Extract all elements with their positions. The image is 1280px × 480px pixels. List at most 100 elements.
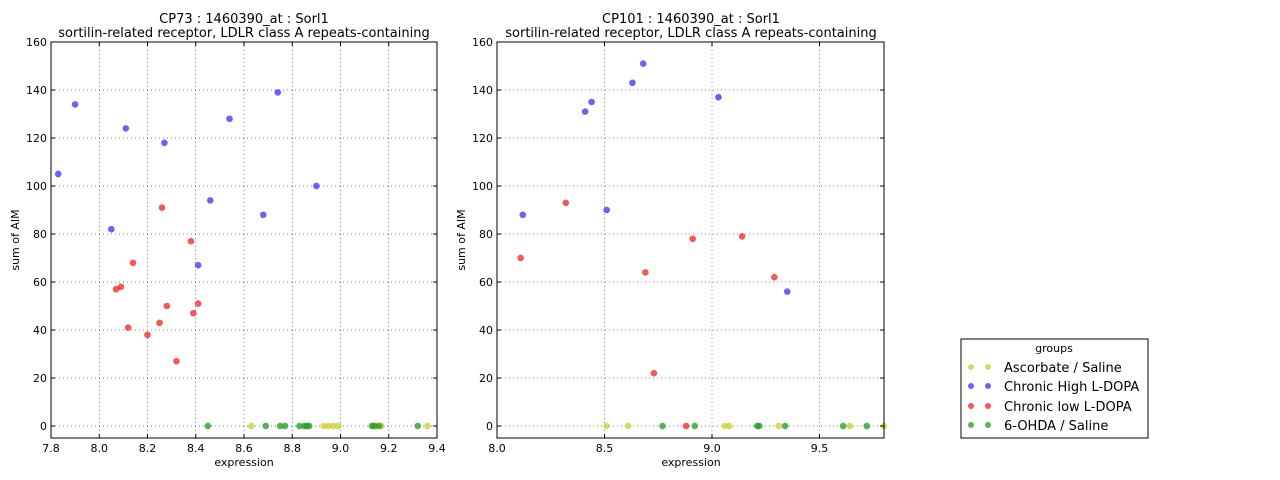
legend-marker: [968, 403, 974, 409]
data-point: [156, 319, 164, 327]
data-point: [682, 422, 690, 430]
data-point: [173, 357, 180, 365]
legend-entry: Chronic low L-DOPA: [968, 400, 1132, 415]
data-point: [129, 259, 137, 267]
data-point: [71, 100, 79, 108]
data-point: [562, 199, 570, 207]
data-point: [639, 60, 647, 68]
y-tick-label: 120: [26, 132, 47, 145]
data-point: [204, 422, 212, 430]
data-point: [519, 211, 527, 219]
data-point: [603, 206, 611, 214]
legend-entry: 6-OHDA / Saline: [968, 419, 1108, 434]
data-point: [194, 261, 202, 269]
data-point: [691, 422, 699, 430]
data-point: [641, 268, 649, 276]
data-point: [187, 237, 195, 245]
plot-frame: [496, 41, 885, 439]
data-point: [689, 235, 697, 243]
legend-box: [960, 338, 1149, 439]
data-point: [206, 196, 214, 204]
chart-right-ylabel: sum of AIM: [455, 209, 468, 270]
data-point: [334, 422, 342, 430]
chart-right-plot: 8.0 8.5 9.0 9.5 0 20 40 60 80 100 120 140 160: [472, 36, 888, 455]
data-point: [122, 124, 130, 132]
data-point: [144, 331, 151, 339]
data-point: [755, 422, 763, 430]
chart-right: CP101 : 1460390_at : Sorl1 sortilin-rela…: [455, 12, 888, 469]
y-tick-label: 80: [33, 228, 47, 241]
data-point: [588, 98, 596, 106]
data-point: [650, 369, 658, 377]
x-tick-label: 8.2: [139, 442, 157, 455]
x-tick-label: 8.5: [596, 442, 614, 455]
data-point: [775, 422, 783, 430]
legend-marker: [968, 383, 974, 389]
data-point: [312, 182, 320, 190]
chart-left: CP73 : 1460390_at : Sorl1 sortilin-relat…: [9, 12, 446, 469]
data-point: [839, 422, 847, 430]
data-point: [274, 88, 282, 96]
legend-label: Ascorbate / Saline: [1004, 361, 1122, 376]
legend-marker: [985, 403, 991, 409]
y-tick-label: 60: [479, 276, 493, 289]
y-tick-label: 160: [472, 36, 493, 49]
x-tick-label: 8.0: [91, 442, 109, 455]
chart-left-xlabel: expression: [214, 456, 273, 469]
data-point: [117, 283, 125, 291]
x-tick-label: 9.4: [428, 442, 446, 455]
legend-title: groups: [1035, 342, 1073, 355]
y-tick-label: 100: [472, 180, 493, 193]
data-point: [158, 204, 166, 212]
data-point: [423, 422, 431, 430]
y-tick-label: 0: [40, 420, 47, 433]
legend-marker: [968, 422, 974, 428]
data-point: [738, 232, 746, 240]
legend-entry: Chronic High L-DOPA: [968, 380, 1139, 395]
data-point: [715, 93, 722, 101]
data-point: [414, 422, 422, 430]
chart-left-plot: 7.8 8.0 8.2 8.4 8.6 8.8 9.0 9.2 9.4 0 20 40 60 80 100 1…: [26, 36, 446, 455]
chart-left-ylabel: sum of AIM: [9, 209, 22, 270]
x-tick-label: 7.8: [42, 442, 60, 455]
y-tick-label: 160: [26, 36, 47, 49]
data-point: [781, 422, 789, 430]
x-tick-label: 8.6: [235, 442, 253, 455]
legend-marker: [985, 422, 991, 428]
data-point: [124, 324, 132, 332]
legend-label: Chronic High L-DOPA: [1004, 380, 1139, 395]
x-tick-label: 8.8: [284, 442, 302, 455]
legend-marker: [985, 364, 991, 370]
data-point: [725, 422, 733, 430]
x-tick-label: 9.5: [811, 442, 829, 455]
x-tick-label: 8.0: [488, 442, 506, 455]
x-tick-label: 8.4: [187, 442, 205, 455]
y-tick-label: 0: [486, 420, 493, 433]
data-point: [281, 422, 289, 430]
legend-marker: [985, 383, 991, 389]
data-point: [189, 309, 197, 317]
legend-label: 6-OHDA / Saline: [1004, 419, 1108, 434]
y-tick-label: 20: [479, 372, 493, 385]
y-tick-label: 20: [33, 372, 47, 385]
chart-right-title: CP101 : 1460390_at : Sorl1: [602, 12, 780, 27]
legend-entry: Ascorbate / Saline: [968, 361, 1122, 376]
data-point: [160, 139, 168, 147]
chart-right-xlabel: expression: [661, 456, 720, 469]
chart-left-title: CP73 : 1460390_at : Sorl1: [159, 12, 329, 27]
x-tick-label: 9.2: [380, 442, 398, 455]
data-point: [783, 288, 791, 296]
y-tick-label: 140: [472, 84, 493, 97]
data-point: [603, 422, 611, 430]
data-point: [194, 300, 202, 308]
data-point: [262, 422, 270, 430]
legend-marker: [968, 364, 974, 370]
data-point: [107, 225, 115, 233]
y-tick-label: 80: [479, 228, 493, 241]
y-tick-label: 40: [33, 324, 47, 337]
legend-label: Chronic low L-DOPA: [1004, 400, 1132, 415]
data-point: [770, 273, 778, 281]
data-point: [247, 422, 255, 430]
data-point: [226, 115, 233, 123]
data-point: [863, 422, 871, 430]
